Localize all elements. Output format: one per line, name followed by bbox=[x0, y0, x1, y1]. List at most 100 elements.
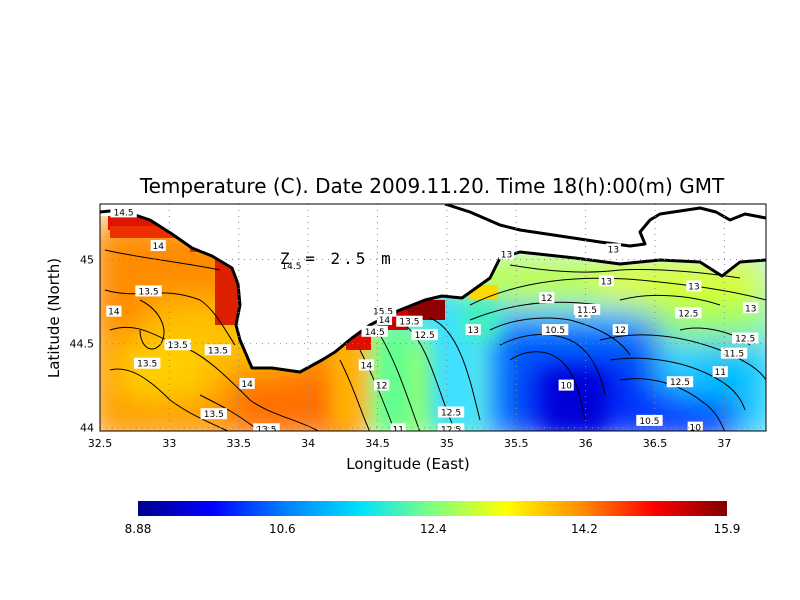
contour-label-box bbox=[253, 423, 280, 431]
contour-label: 13 bbox=[686, 280, 702, 292]
contour-label: 10 bbox=[558, 379, 574, 392]
contour-label-text: 12.5 bbox=[678, 309, 698, 319]
contour-label: 11.5 bbox=[720, 347, 748, 360]
contour-label-box bbox=[712, 366, 728, 378]
contour-label: 13 bbox=[498, 248, 515, 260]
contour-label-box bbox=[573, 303, 601, 315]
contour-label-text: 14.5 bbox=[281, 262, 301, 272]
x-tick-label: 33.5 bbox=[227, 437, 252, 450]
contour-label-box bbox=[278, 260, 305, 272]
contour-label-box bbox=[675, 307, 702, 319]
contour-label: 13 bbox=[605, 243, 621, 255]
contour-label: 10.5 bbox=[636, 414, 663, 427]
contour-label: 12.5 bbox=[437, 423, 465, 435]
contour-label-text: 13.5 bbox=[139, 287, 159, 297]
contour-label: 12 bbox=[612, 324, 628, 336]
contour-label-box bbox=[164, 339, 191, 351]
contour-label: 11 bbox=[390, 423, 406, 431]
contour-label: 13.5 bbox=[396, 315, 423, 328]
contour-label-box bbox=[110, 206, 137, 218]
contour-label-text: 13 bbox=[468, 326, 479, 336]
contour-label-box bbox=[636, 414, 663, 426]
contour-label-box bbox=[743, 302, 759, 314]
contour-label-text: 11 bbox=[714, 368, 725, 378]
x-tick-label: 34.5 bbox=[365, 437, 390, 450]
contour-label-text: 12.5 bbox=[441, 409, 461, 419]
contour-label-text: 12.5 bbox=[441, 425, 461, 435]
contour-label-text: 14.5 bbox=[114, 208, 134, 218]
contour-label-text: 10 bbox=[560, 382, 572, 392]
contour-label-box bbox=[720, 347, 748, 359]
contour-label-text: 13 bbox=[688, 282, 699, 292]
contour-label-box bbox=[390, 423, 406, 431]
contour-label-box bbox=[200, 408, 227, 420]
chart-title: Temperature (C). Date 2009.11.20. Time 1… bbox=[139, 174, 725, 198]
contour-label-text: 12 bbox=[615, 326, 626, 336]
contour-label-box bbox=[541, 324, 569, 336]
contour-label: 12.5 bbox=[666, 376, 694, 388]
contour-label-text: 13 bbox=[601, 277, 612, 287]
contour-label: 10 bbox=[687, 421, 703, 431]
contour-label-text: 14.5 bbox=[365, 328, 385, 338]
x-axis-ticks: 32.5 33 33.5 34 34.5 35 35.5 36 36.5 37 bbox=[88, 437, 732, 450]
contour-label-box bbox=[204, 344, 232, 356]
contour-label: 14 bbox=[358, 359, 374, 371]
contour-label: 12.5 bbox=[437, 406, 465, 419]
contour-label-box bbox=[396, 315, 423, 327]
contour-label-text: 12.5 bbox=[735, 335, 755, 345]
contour-label-box bbox=[666, 376, 694, 388]
contour-label: 14 bbox=[376, 314, 393, 326]
contour-label-box bbox=[358, 359, 374, 371]
contour-label-box bbox=[686, 280, 702, 292]
y-tick-label: 44 bbox=[80, 422, 94, 435]
contour-label-box bbox=[369, 305, 397, 317]
plot-frame bbox=[99, 203, 767, 432]
contour-label-text: 11.5 bbox=[577, 306, 597, 316]
contour-label-box bbox=[376, 314, 393, 326]
contour-label: 13.5 bbox=[253, 423, 280, 435]
coastline-north bbox=[444, 204, 766, 248]
contour-label-box bbox=[135, 285, 162, 297]
contour-label-box bbox=[361, 325, 388, 337]
contour-label-text: 10.5 bbox=[545, 326, 565, 336]
contour-label-text: 12 bbox=[376, 382, 387, 392]
contour-label: 14.5 bbox=[361, 325, 388, 338]
contour-label: 12 bbox=[539, 292, 555, 304]
contour-label-text: 13.5 bbox=[208, 346, 228, 356]
contour-label: 14.5 bbox=[110, 206, 137, 218]
contour-label-box bbox=[598, 275, 615, 287]
contour-label: 13 bbox=[465, 324, 481, 336]
contour-label-text: 13.5 bbox=[399, 318, 419, 328]
contour-label: 14 bbox=[106, 305, 122, 318]
contour-label: 13.5 bbox=[200, 408, 227, 420]
contour-label-text: 11.5 bbox=[724, 350, 744, 360]
contour-label-text: 13 bbox=[501, 250, 512, 260]
contour-label-text: 13.5 bbox=[256, 425, 276, 435]
colorbar-ticks: 8.88 10.6 12.4 14.2 15.9 bbox=[125, 522, 741, 536]
contour-label-text: 13 bbox=[745, 304, 756, 314]
colorbar-tick-label: 15.9 bbox=[714, 522, 741, 536]
contour-label-box bbox=[239, 377, 255, 389]
contour-label-text: 13.5 bbox=[137, 360, 157, 370]
colorbar-tick-label: 8.88 bbox=[125, 522, 152, 536]
contour-label-box bbox=[465, 324, 481, 336]
x-tick-label: 36 bbox=[579, 437, 593, 450]
contour-label-text: 14 bbox=[153, 242, 165, 252]
contour-label: 12.5 bbox=[675, 307, 702, 319]
contour-label: 14.5 bbox=[278, 260, 305, 272]
x-tick-label: 36.5 bbox=[643, 437, 668, 450]
contour-label-text: 14 bbox=[379, 316, 391, 326]
contour-label: 14 bbox=[239, 377, 255, 390]
contour-label-box bbox=[539, 292, 555, 304]
contour-label-text: 12 bbox=[541, 294, 552, 304]
contour-label: 13 bbox=[743, 302, 759, 314]
contour-label: 12.5 bbox=[411, 329, 438, 341]
contour-label: 12 bbox=[374, 379, 390, 392]
x-tick-label: 35.5 bbox=[504, 437, 529, 450]
x-axis-label: Longitude (East) bbox=[346, 455, 469, 473]
contour-label: 11.5 bbox=[573, 303, 601, 316]
contour-label: 10.5 bbox=[541, 324, 569, 336]
depth-annotation: Z = 2.5 m bbox=[280, 249, 394, 268]
contour-label-text: 13.5 bbox=[204, 410, 224, 420]
